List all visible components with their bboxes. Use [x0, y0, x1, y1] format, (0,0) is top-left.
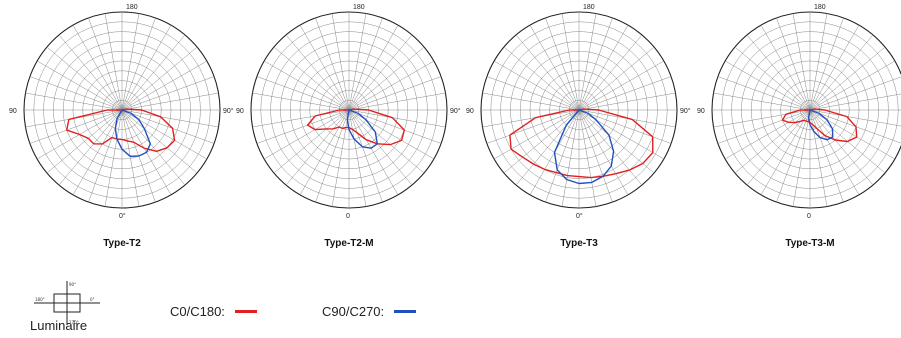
angle-label-right: 90° [680, 107, 691, 115]
series-c0-c180-curve [65, 108, 176, 153]
angle-label-left: 90 [9, 108, 17, 115]
legend-c0-label: C0/C180: [170, 304, 225, 319]
angle-label-bottom: 0 [346, 213, 350, 220]
luminaire-left-angle: 180° [35, 297, 45, 302]
angle-label-bottom: 0° [576, 212, 583, 220]
series-c0-c180-curve [781, 108, 858, 143]
series-c90-c270-curve [807, 109, 834, 141]
legend-c90-swatch [394, 310, 417, 313]
angle-label-top: 180 [814, 4, 826, 11]
luminaire-right-angle: 0° [90, 297, 95, 302]
chart-title: Type-T3 [560, 238, 598, 249]
luminaire-bottom-angle: 270° [69, 320, 79, 325]
luminaire-label: Luminaire [30, 318, 88, 333]
angle-label-top: 180 [583, 4, 595, 11]
angle-label-left: 90 [697, 108, 705, 115]
legend-c0-swatch [234, 310, 257, 313]
angle-label-left: 90 [236, 108, 244, 115]
angle-label-right: 90° [450, 107, 461, 115]
series-c0-c180-curve [509, 108, 654, 179]
chart-title: Type-T2 [103, 238, 141, 249]
angle-label-right: 90° [223, 107, 234, 115]
luminaire-top-angle: 90° [69, 282, 76, 287]
series-c90-c270-curve [114, 109, 152, 158]
chart-title: Type-T3-M [785, 238, 834, 249]
legend-c90-label: C90/C270: [322, 304, 385, 319]
luminaire-diagram: 90° 270° 180° 0° [34, 281, 100, 325]
angle-label-bottom: 0° [119, 212, 126, 220]
angle-label-top: 180 [126, 4, 138, 11]
legend-c90: C90/C270: [322, 304, 417, 319]
series-c90-c270-curve [553, 109, 615, 185]
chart-title: Type-T2-M [324, 238, 373, 249]
angle-label-left: 90 [466, 108, 474, 115]
series-c0-c180-curve [306, 108, 405, 146]
angle-label-bottom: 0 [807, 213, 811, 220]
legend-c0: C0/C180: [170, 304, 257, 319]
series-c90-c270-curve [346, 109, 378, 149]
angle-label-top: 180 [353, 4, 365, 11]
